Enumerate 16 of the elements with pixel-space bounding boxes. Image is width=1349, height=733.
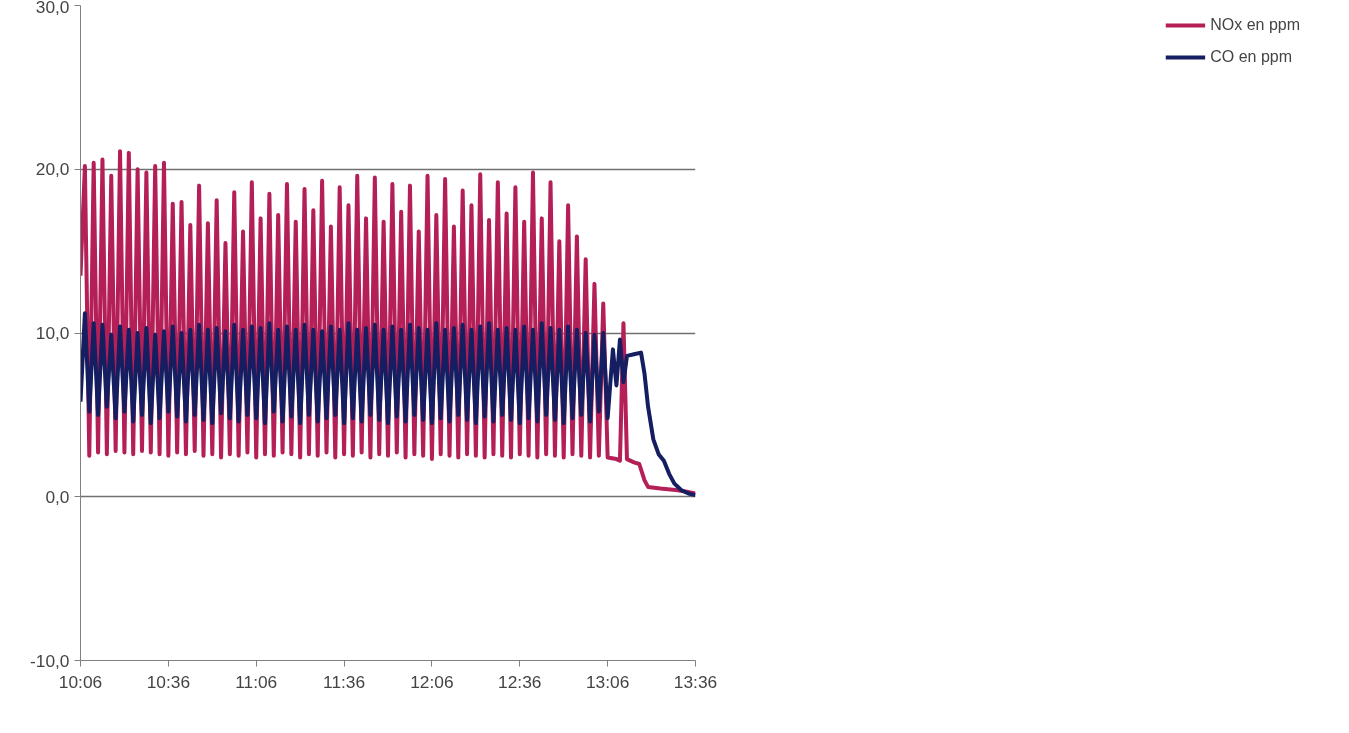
y-tick-label: -10,0 — [30, 650, 70, 671]
y-tick-label: 30,0 — [35, 0, 70, 17]
x-tick-label: 13:06 — [585, 671, 630, 692]
x-tick-label: 10:06 — [58, 671, 103, 692]
x-tick-label: 12:06 — [410, 671, 454, 692]
x-tick-label: 11:36 — [323, 671, 366, 692]
legend-label: CO en ppm — [1210, 48, 1292, 66]
x-tick-label: 12:36 — [498, 671, 542, 692]
line-series — [80, 311, 696, 498]
x-tick-label: 11:06 — [235, 671, 278, 692]
legend-label: NOx en ppm — [1210, 16, 1300, 34]
x-tick-label: 13:36 — [673, 671, 718, 692]
y-tick-label: 10,0 — [35, 323, 70, 343]
y-tick-label: 20,0 — [35, 159, 70, 180]
x-tick-label: 10:36 — [146, 671, 191, 692]
y-tick-label: 0,0 — [45, 486, 70, 507]
